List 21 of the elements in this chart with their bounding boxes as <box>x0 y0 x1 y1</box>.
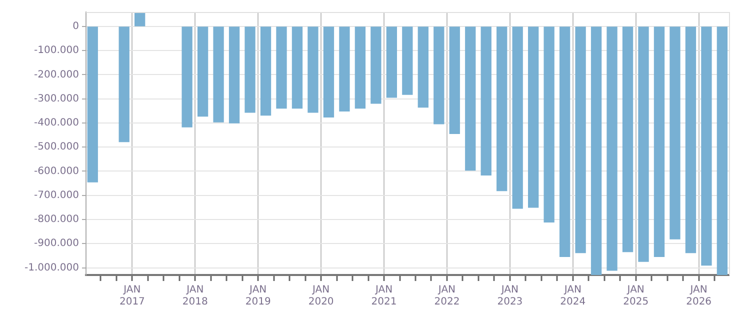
x-tick-label: JAN 2022 <box>434 284 460 308</box>
y-tick-label: -600.000 <box>34 166 79 177</box>
x-tick-label: JAN 2024 <box>560 284 586 308</box>
x-tick-label: JAN 2026 <box>686 284 712 308</box>
x-tick-label: JAN 2017 <box>119 284 145 308</box>
y-tick-label: -900.000 <box>34 238 79 250</box>
x-tick-label: JAN 2025 <box>623 284 649 308</box>
x-tick-label: JAN 2020 <box>308 284 334 308</box>
y-tick-label: -100.000 <box>34 45 79 56</box>
y-tick-label: -400.000 <box>34 118 79 129</box>
y-tick-label: -500.000 <box>34 142 79 153</box>
x-tick-label: JAN 2018 <box>182 284 208 308</box>
x-tick-label: JAN 2019 <box>245 284 271 308</box>
y-tick-label: -800.000 <box>34 214 79 226</box>
y-tick-label: 0 <box>72 21 79 32</box>
y-tick-label: -200.000 <box>34 69 79 80</box>
y-tick-label: -700.000 <box>34 190 79 201</box>
x-tick-label: JAN 2023 <box>497 284 523 308</box>
y-tick-label: -1.000.000 <box>24 262 79 274</box>
x-tick-label: JAN 2021 <box>371 284 397 308</box>
y-tick-label: -300.000 <box>34 93 79 104</box>
